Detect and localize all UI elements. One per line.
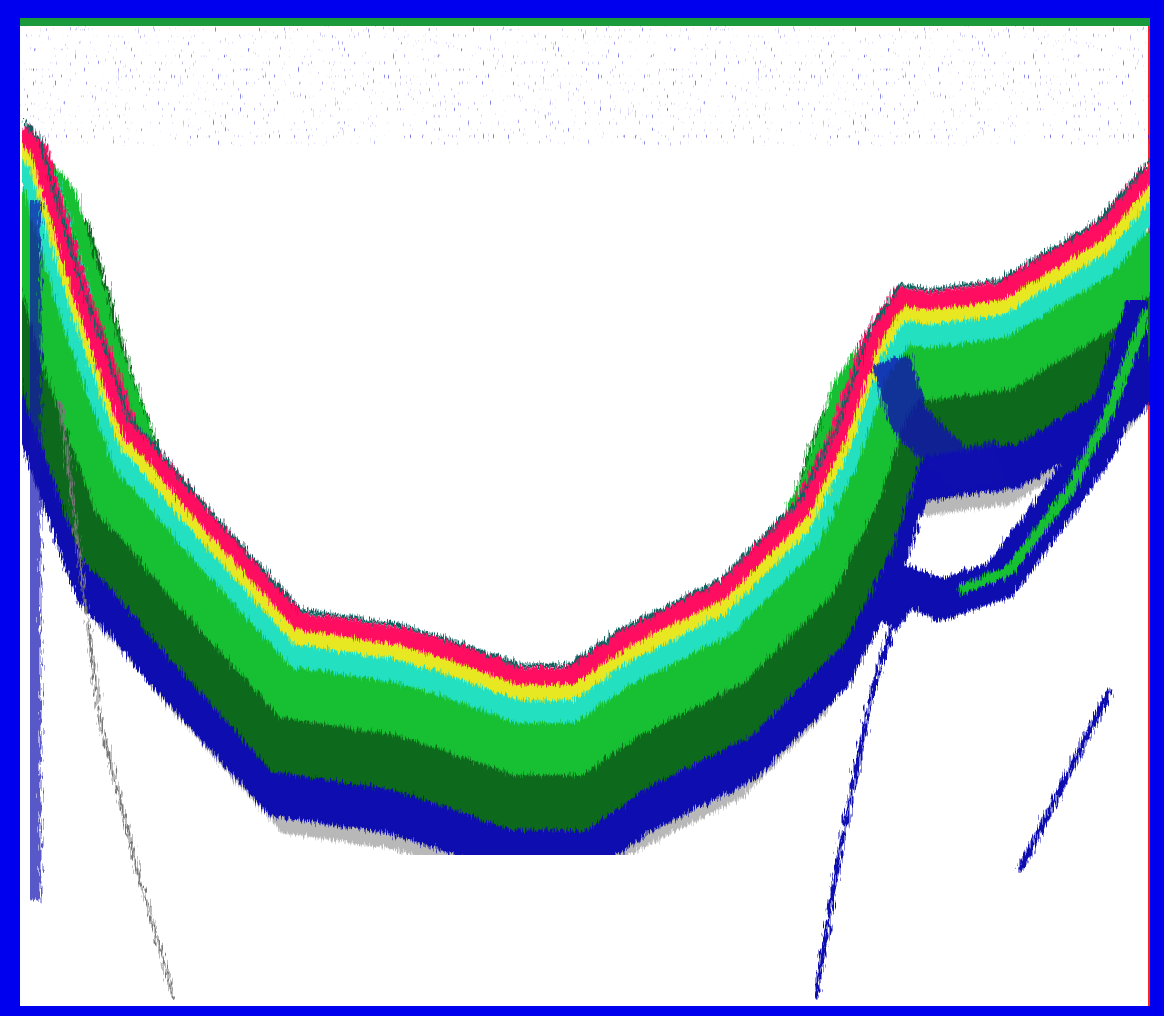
page xyxy=(0,0,1164,1016)
surface-noise xyxy=(20,26,1150,146)
echogram xyxy=(0,0,1164,1016)
surface-band xyxy=(20,18,1150,26)
